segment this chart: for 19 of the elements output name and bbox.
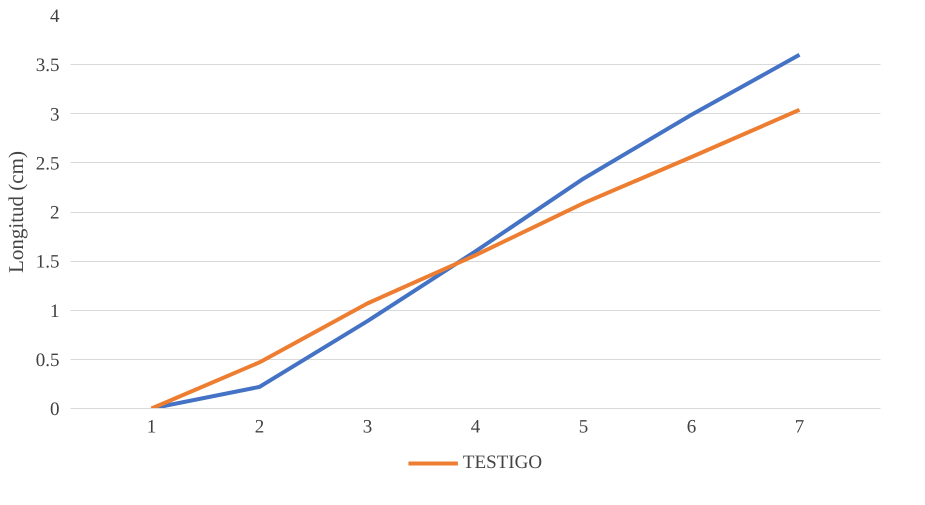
y-tick-label: 4 xyxy=(50,6,60,27)
y-tick-label: 0.5 xyxy=(36,350,60,371)
x-tick-label: 2 xyxy=(254,416,264,438)
line-series xyxy=(150,108,802,408)
x-tick-label: 5 xyxy=(578,416,588,438)
y-axis-title: Longitud (cm) xyxy=(4,151,28,273)
x-tick-label: 3 xyxy=(362,416,372,438)
legend-label: TESTIGO xyxy=(462,452,542,474)
y-tick-label: 0 xyxy=(50,399,60,420)
y-tick-label: 2 xyxy=(50,202,60,224)
x-tick-label: 7 xyxy=(794,416,804,438)
y-tick-label: 2.5 xyxy=(36,153,60,174)
x-tick-label: 1 xyxy=(146,416,156,438)
x-tick-label: 4 xyxy=(470,416,481,438)
x-tick-label: 6 xyxy=(686,416,696,438)
y-tick-label: 3.5 xyxy=(36,55,60,76)
y-tick-label: 3 xyxy=(50,104,60,126)
y-tick-label: 1.5 xyxy=(36,252,60,273)
y-tick-label: 1 xyxy=(50,300,60,322)
